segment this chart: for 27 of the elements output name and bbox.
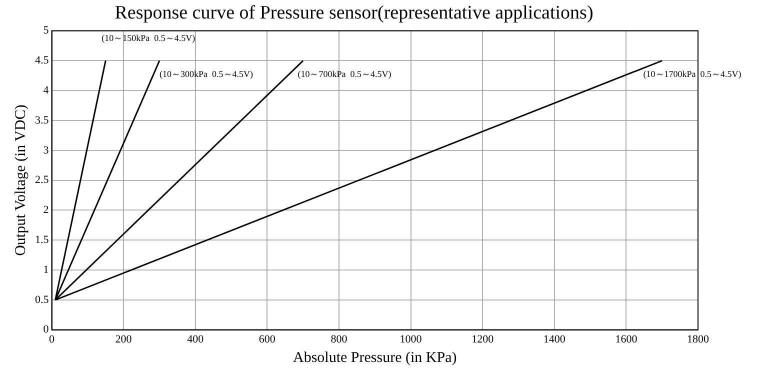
y-tick-label: 0.5	[35, 294, 50, 306]
y-tick-label: 2	[43, 204, 49, 216]
y-axis-title: Output Voltage (in VDC)	[12, 104, 29, 256]
y-tick-label: 3.5	[35, 114, 50, 126]
y-tick-label: 4.5	[35, 54, 50, 67]
x-axis-title: Absolute Pressure (in KPa)	[293, 350, 457, 366]
annotation: (10～1700kPa 0.5～4.5V)	[643, 69, 742, 80]
y-tick-label: 5	[43, 24, 50, 37]
x-tick-label: 200	[115, 333, 132, 346]
y-tick-label: 4	[43, 84, 50, 96]
y-tick-label: 3	[43, 144, 50, 156]
x-tick-label: 1400	[543, 333, 566, 346]
x-tick-label: 1200	[472, 333, 494, 346]
x-tick-label: 1800	[687, 333, 710, 346]
annotation: (10～300kPa 0.5～4.5V)	[160, 69, 254, 80]
y-tick-label: 0	[43, 324, 50, 336]
y-tick-label: 2.5	[35, 174, 50, 186]
y-tick-label: 1	[43, 264, 49, 276]
y-tick-label: 1.5	[35, 234, 50, 246]
chart-title: Response curve of Pressure sensor(representative applications)	[114, 2, 594, 24]
x-tick-label: 400	[187, 333, 204, 346]
x-tick-label: 800	[330, 333, 348, 346]
annotation: (10～700kPa 0.5～4.5V)	[298, 69, 392, 80]
annotation: (10～150kPa 0.5～4.5V)	[102, 33, 196, 44]
x-tick-label: 1600	[615, 333, 638, 346]
x-tick-label: 600	[258, 333, 276, 346]
x-tick-label: 1000	[400, 333, 422, 346]
